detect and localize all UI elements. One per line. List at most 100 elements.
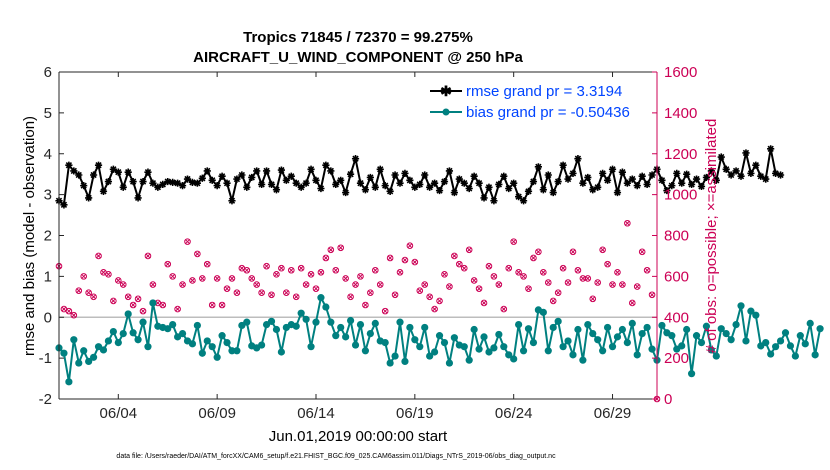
obs-assimilated-point: [402, 257, 408, 263]
obs-possible-point: [119, 281, 127, 288]
bias-point: [697, 338, 706, 347]
rmse-point: [673, 169, 681, 177]
bias-point: [767, 350, 775, 358]
bias-point: [302, 315, 310, 323]
obs-assimilated-point: [530, 255, 536, 261]
rmse-point: [717, 153, 725, 161]
obs-possible-point: [332, 266, 340, 274]
obs-possible-point: [584, 275, 592, 282]
bias-point: [75, 359, 83, 367]
obs-assimilated-point: [219, 302, 225, 308]
rmse-point: [243, 183, 251, 191]
obs-assimilated-point: [81, 273, 87, 279]
bias-point: [816, 325, 824, 333]
bias-point: [104, 337, 113, 345]
obs-assimilated-point: [234, 290, 240, 296]
obs-possible-point: [381, 307, 389, 315]
obs-assimilated-point: [303, 281, 309, 288]
rmse-point: [633, 182, 641, 190]
obs-assimilated-point: [160, 302, 166, 308]
y2-tick-label: 200: [664, 350, 689, 367]
obs-assimilated-point: [110, 298, 116, 304]
rmse-point: [99, 187, 108, 195]
bias-point: [292, 322, 300, 330]
bias-point: [806, 319, 814, 327]
rmse-point: [663, 186, 671, 195]
y2-axis-ticks: 0 200 400 600 800 1000 1200 1400 1600: [664, 64, 697, 408]
bias-point: [164, 325, 172, 333]
obs-assimilated-point: [417, 288, 423, 294]
rmse-point: [386, 187, 394, 195]
rmse-point: [450, 188, 458, 197]
obs-possible-point: [490, 273, 498, 280]
rmse-point: [638, 172, 646, 180]
bias-point: [85, 357, 93, 365]
obs-possible-point: [70, 311, 78, 319]
rmse-point: [534, 163, 542, 171]
bias-point: [564, 337, 572, 345]
obs-possible-point: [149, 281, 157, 288]
bias-point: [465, 356, 473, 364]
bias-point: [613, 333, 622, 341]
rmse-point: [539, 186, 547, 194]
obs-assimilated-point: [180, 281, 186, 288]
obs-assimilated-point: [273, 271, 280, 277]
rmse-point: [129, 177, 137, 186]
obs-assimilated-point: [575, 267, 581, 273]
bias-point: [351, 341, 360, 349]
rmse-point: [490, 197, 498, 205]
obs-assimilated-point: [328, 247, 334, 253]
obs-possible-point: [406, 242, 414, 250]
bias-point: [589, 330, 597, 338]
obs-assimilated-point: [135, 296, 141, 302]
rmse-point: [692, 175, 701, 183]
bias-point: [65, 378, 73, 386]
obs-assimilated-point: [343, 275, 349, 281]
obs-assimilated-point: [100, 269, 107, 275]
bias-point: [618, 325, 627, 334]
obs-assimilated-point: [476, 286, 482, 292]
rmse-point: [381, 182, 389, 190]
rmse-point: [327, 167, 335, 175]
y2-tick-label: 400: [664, 309, 689, 326]
bias-point: [144, 343, 152, 351]
rmse-point: [722, 165, 730, 173]
obs-assimilated-point: [288, 267, 294, 273]
obs-assimilated-point: [570, 249, 576, 255]
bias-point: [406, 323, 414, 332]
obs-assimilated-point: [486, 263, 492, 269]
rmse-point: [371, 183, 379, 191]
obs-assimilated-point: [293, 294, 299, 300]
bias-point: [267, 317, 276, 325]
obs-possible-point: [594, 279, 601, 286]
bias-point: [717, 325, 725, 333]
rmse-point: [277, 166, 285, 174]
rmse-point: [178, 182, 187, 190]
rmse-point: [500, 172, 508, 180]
obs-possible-point: [500, 305, 508, 313]
obs-possible-point: [258, 289, 265, 297]
y-tick-label: 3: [44, 187, 52, 204]
bias-point: [312, 318, 320, 326]
rmse-point: [460, 179, 468, 187]
bias-point: [544, 347, 552, 355]
obs-possible-point: [287, 266, 295, 274]
bias-point: [327, 318, 335, 326]
obs-possible-point: [549, 297, 557, 305]
bias-point: [381, 338, 389, 347]
obs-assimilated-point: [496, 281, 502, 288]
obs-assimilated-point: [407, 243, 413, 249]
rmse-point: [208, 176, 216, 184]
obs-possible-point: [544, 279, 552, 286]
bias-point: [435, 332, 444, 340]
rmse-point: [776, 171, 785, 179]
rmse-point: [643, 180, 651, 189]
bias-point: [737, 302, 745, 310]
obs-assimilated-point: [130, 302, 136, 308]
obs-assimilated-point: [140, 308, 146, 314]
bias-point: [445, 359, 454, 367]
obs-possible-point: [184, 238, 191, 245]
rmse-point: [188, 178, 197, 186]
bias-point: [574, 325, 582, 334]
obs-possible-point: [164, 260, 172, 268]
